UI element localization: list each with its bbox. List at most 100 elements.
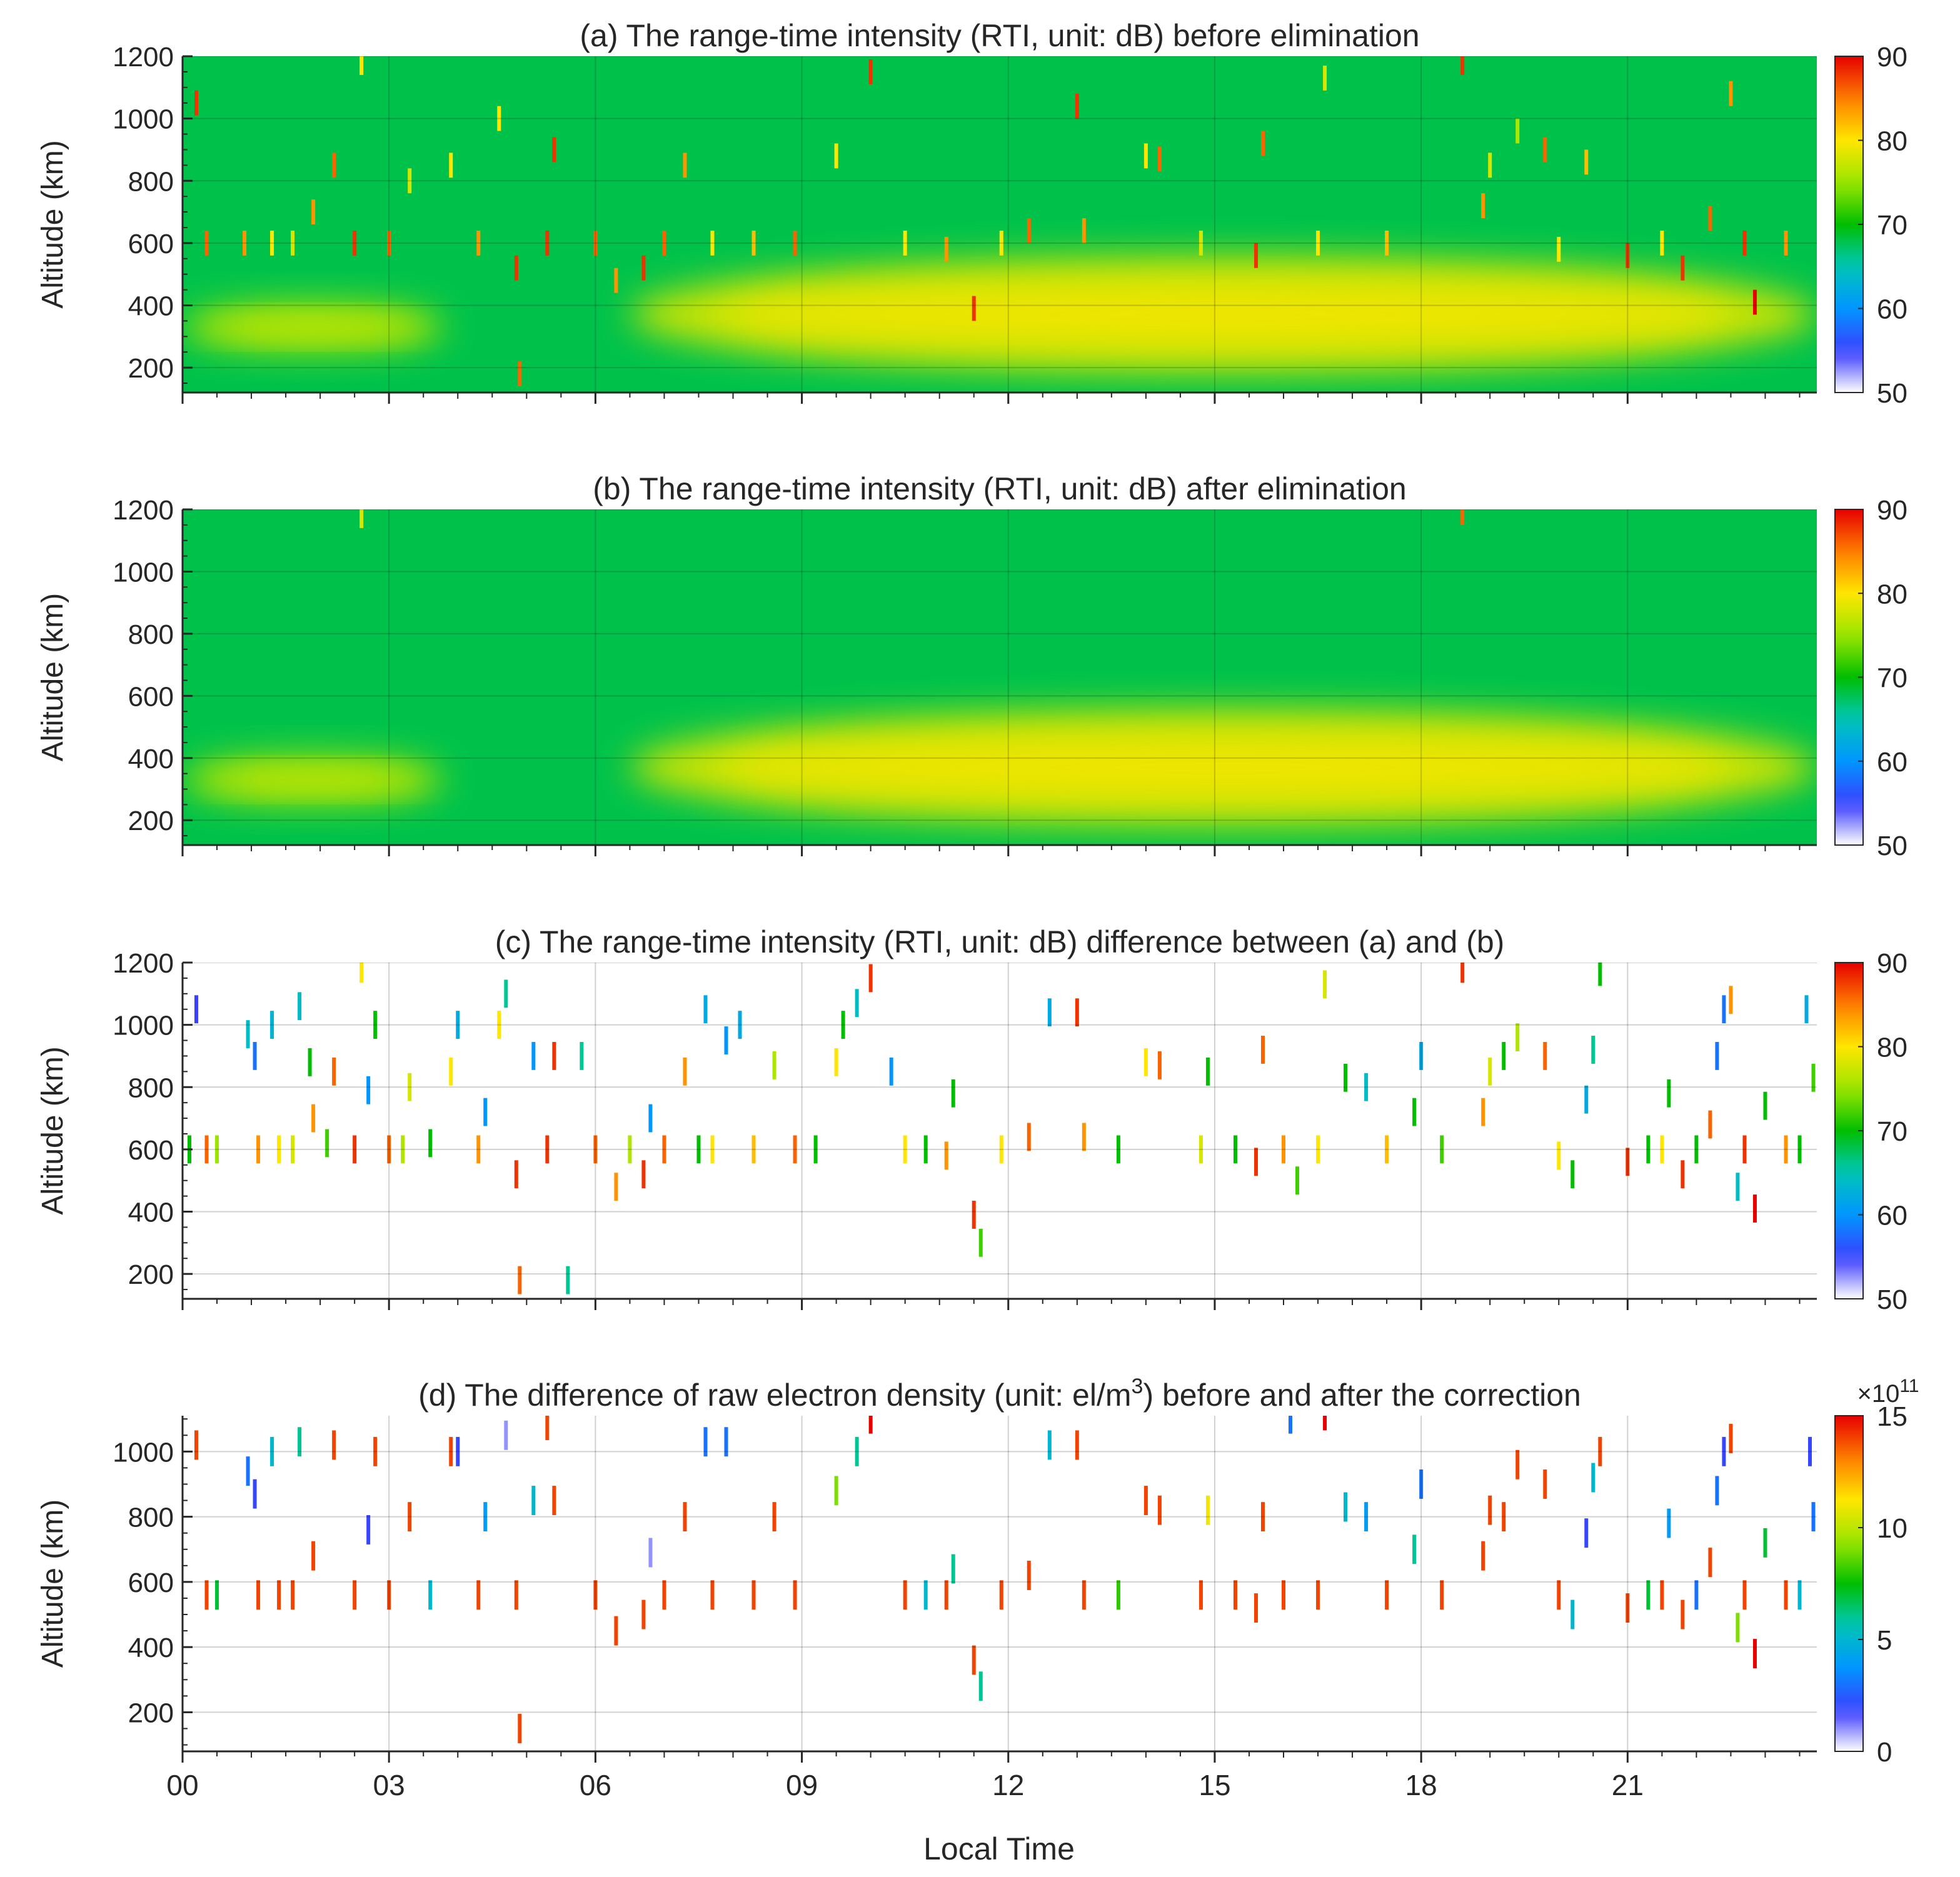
spike-30 [972,296,976,321]
data-mark-18 [373,1011,378,1039]
data-mark-57 [1199,1580,1203,1610]
y-tick-label: 1000 [113,1437,174,1468]
data-mark-69 [1412,1534,1417,1564]
data-mark-87 [1481,1098,1485,1126]
data-mark-31 [648,1538,653,1568]
data-mark-53 [841,1011,845,1039]
y-tick-label: 600 [128,1568,174,1598]
y-tick-label: 800 [128,1073,174,1103]
y-tick-label: 200 [128,353,174,384]
spike-27 [868,59,873,84]
data-mark-99 [1660,1135,1664,1164]
data-mark-82 [1385,1135,1389,1164]
spike-9 [387,230,391,256]
spike-3 [270,230,274,256]
spike-36 [1157,146,1162,172]
data-mark-36 [593,1135,598,1164]
spike-56 [1752,289,1757,315]
spike-55 [1742,230,1747,256]
x-axis-label: Local Time [923,1831,1075,1866]
spike-32 [1027,218,1031,243]
spike-1 [1460,509,1465,525]
data-mark-36 [724,1427,728,1457]
data-mark-48 [978,1671,983,1701]
data-mark-93 [1742,1580,1747,1610]
data-mark-23 [514,1580,518,1610]
spike-7 [353,230,357,256]
data-mark-25 [476,1135,481,1164]
data-mark-68 [1116,1135,1120,1164]
data-mark-73 [1488,1495,1492,1525]
colorbar-tick-label: 0 [1877,1737,1892,1768]
data-mark-22 [504,1420,508,1450]
data-mark-8 [277,1135,281,1164]
data-mark-30 [518,1266,522,1294]
data-mark-7 [270,1011,274,1039]
chart-title: (c) The range-time intensity (RTI, unit:… [495,924,1505,959]
data-mark-14 [332,1057,336,1086]
x-tick-label: 09 [786,1769,818,1801]
layer-core-night-layer-1 [202,768,425,791]
data-mark-28 [593,1580,598,1610]
data-mark-4 [253,1479,257,1509]
data-mark-37 [751,1580,756,1610]
spike-15 [518,361,522,387]
data-mark-86 [1460,963,1465,983]
data-mark-44 [923,1580,928,1610]
data-mark-90 [1722,1436,1726,1466]
y-tick-label: 1000 [113,557,174,588]
layer-core-day-layer [718,288,1728,342]
data-mark-52 [1075,1430,1079,1460]
data-mark-11 [332,1430,336,1460]
x-tick-label: 21 [1612,1769,1644,1801]
spike-45 [1488,153,1492,178]
colorbar-tick-label: 60 [1877,294,1907,325]
data-mark-23 [449,1057,453,1086]
data-mark-29 [614,1616,618,1646]
colorbar-tick-label: 70 [1877,210,1907,241]
data-mark-106 [1729,986,1733,1014]
data-mark-70 [1157,1051,1162,1079]
data-mark-107 [1736,1173,1740,1201]
spike-17 [552,137,556,163]
data-mark-46 [724,1026,728,1054]
colorbar-tick-label: 80 [1877,1033,1907,1063]
data-mark-54 [855,989,859,1018]
data-mark-74 [1254,1148,1258,1176]
data-mark-25 [531,1486,536,1516]
data-mark-56 [889,1057,893,1086]
y-axis-label: Altitude (km) [36,1046,69,1214]
x-tick-label: 12 [992,1769,1024,1801]
data-mark-91 [1729,1424,1733,1453]
data-mark-95 [1591,1036,1596,1064]
data-mark-94 [1752,1639,1757,1669]
data-mark-45 [944,1580,948,1610]
data-mark-66 [1075,998,1079,1027]
chart-title: (b) The range-time intensity (RTI, unit:… [593,471,1406,506]
data-mark-17 [428,1580,433,1610]
data-mark-90 [1515,1023,1520,1051]
colorbar-tick-label: 50 [1877,831,1907,861]
data-mark-1 [204,1580,209,1610]
data-mark-91 [1543,1042,1547,1070]
data-mark-45 [710,1135,715,1164]
data-mark-51 [813,1135,818,1164]
y-tick-label: 600 [128,229,174,259]
data-mark-102 [1694,1135,1699,1164]
data-mark-75 [1515,1449,1520,1479]
spike-5 [311,199,316,224]
data-mark-47 [972,1645,976,1675]
data-mark-20 [476,1580,481,1610]
data-mark-53 [1082,1580,1086,1610]
data-mark-72 [1481,1541,1485,1571]
data-mark-64 [1027,1123,1031,1151]
data-mark-69 [1143,1048,1148,1076]
data-mark-4 [246,1020,250,1048]
data-mark-77 [1295,1166,1300,1195]
panel-d: 200 400 600 800 1000 00 03 06 09 12 15 18 21 Altitude… [36,1374,1919,1801]
y-axis-label: Altitude (km) [36,140,69,308]
data-mark-2 [204,1135,209,1164]
spike-41 [1323,65,1327,91]
data-mark-29 [514,1160,518,1189]
colorbar-tick-label: 50 [1877,378,1907,409]
